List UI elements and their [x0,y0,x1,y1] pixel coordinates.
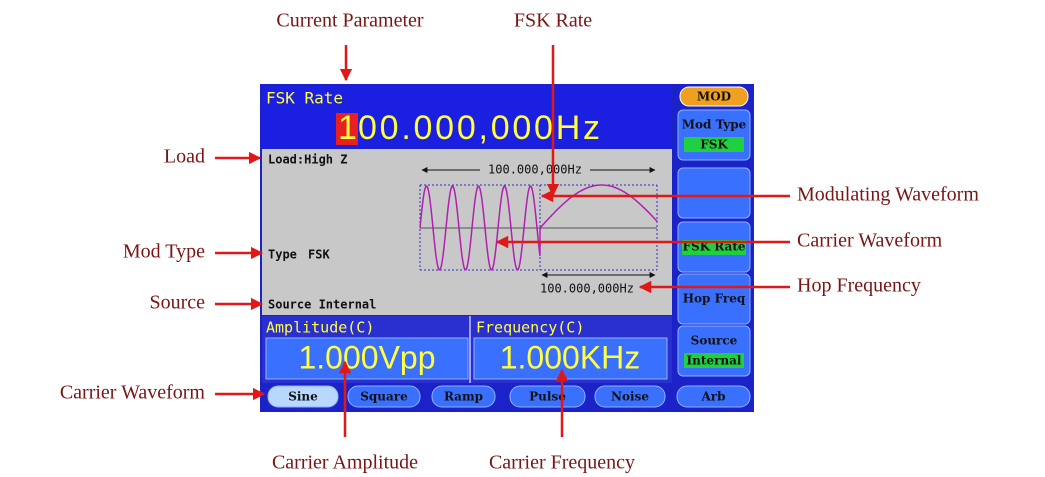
amplitude-value: 1.000Vpp [298,339,435,375]
diagram: FSK Rate 1 00.000,000Hz Load:High Z Type… [0,0,1045,477]
rate-marker: 100.000,000Hz [488,163,582,177]
parameter-cursor: 1 [338,109,357,147]
annotation: Carrier Waveform [797,230,943,252]
annotation: FSK Rate [514,10,592,32]
frequency-label: Frequency(C) [476,319,584,337]
parameter-name: FSK Rate [266,89,343,108]
menu-value: FSK [700,138,728,152]
hop-marker: 100.000,000Hz [540,282,634,296]
amplitude-label: Amplitude(C) [266,319,374,337]
annotation: Load [164,146,205,168]
menu-title: MOD [697,90,731,104]
menu-value: Internal [687,354,742,368]
annotation: Carrier Frequency [489,452,635,474]
annotation: Current Parameter [276,10,423,32]
waveform-tab-label: Noise [611,390,649,404]
type-value: FSK [308,248,330,262]
annotation: Modulating Waveform [797,184,979,206]
parameter-value: 00.000,000Hz [358,109,600,147]
menu-button[interactable] [678,168,750,218]
menu-label: Hop Freq [683,292,746,306]
source: Source Internal [268,298,376,312]
waveform-tab-label: Sine [288,390,318,404]
annotation: Carrier Amplitude [272,452,418,474]
frequency-value: 1.000KHz [500,339,641,375]
menu-label: Source [691,334,738,348]
waveform-tab-label: Pulse [529,390,566,404]
annotation: Mod Type [123,241,205,263]
waveform-tab-label: Arb [700,390,725,404]
waveform-tab-label: Ramp [444,390,483,404]
waveform-tab-label: Square [360,390,408,404]
annotation: Source [149,292,205,314]
menu-label: Mod Type [682,118,747,132]
load: Load:High Z [268,153,347,167]
type-label: Type [268,248,297,262]
annotation: Carrier Waveform [60,382,206,404]
annotation: Hop Frequency [797,275,921,297]
